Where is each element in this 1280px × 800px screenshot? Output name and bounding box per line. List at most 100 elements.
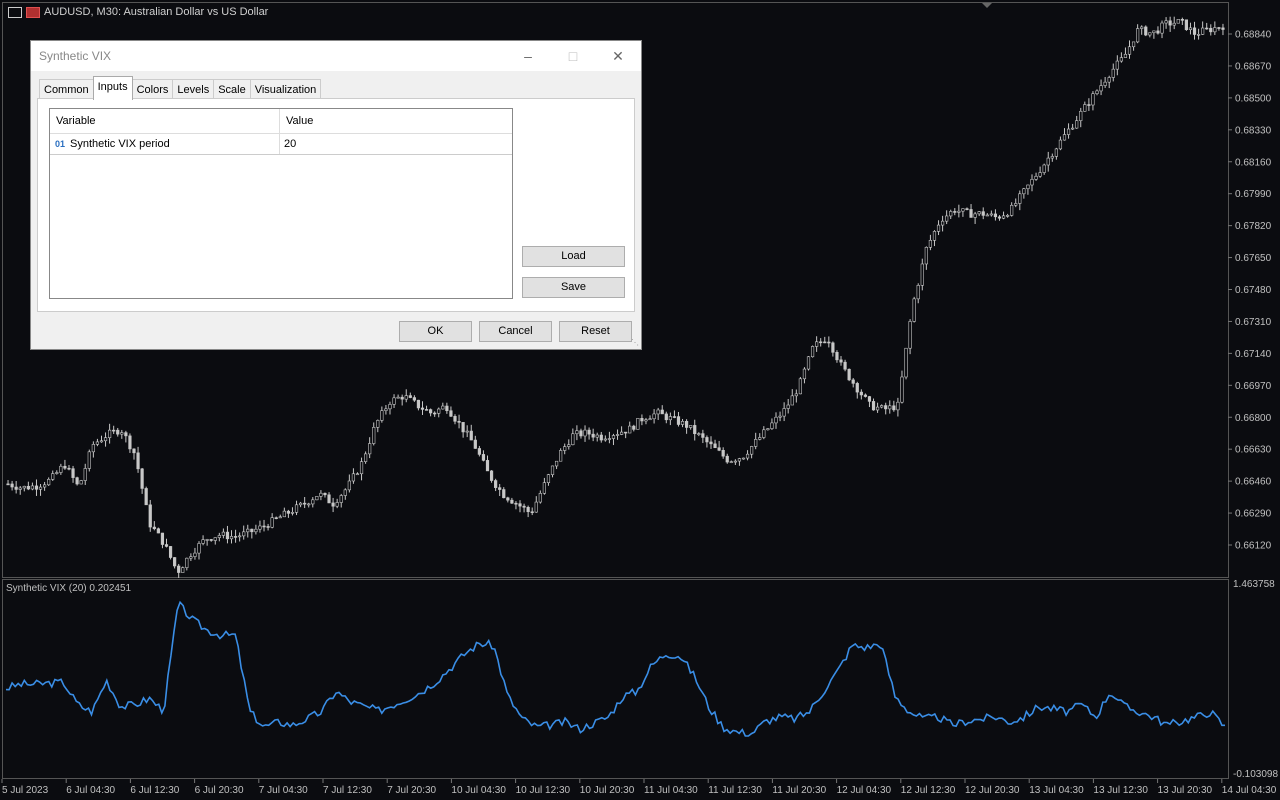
candle-body <box>591 433 595 438</box>
candle-body <box>71 468 75 478</box>
candle-body <box>733 460 737 463</box>
candle-body <box>250 528 254 533</box>
dialog-titlebar[interactable]: Synthetic VIX – □ ✕ <box>31 41 641 71</box>
candle-body <box>189 556 193 559</box>
chart-header: AUDUSD, M30: Australian Dollar vs US Dol… <box>8 6 268 18</box>
candle-body <box>201 539 205 544</box>
column-header-variable[interactable]: Variable <box>50 109 280 133</box>
candle-body <box>355 473 360 476</box>
candle-body <box>1119 57 1123 62</box>
candle-body <box>359 461 364 475</box>
candle-body <box>238 535 242 538</box>
candle-body <box>506 497 510 501</box>
candle-body <box>717 447 721 451</box>
candle-body <box>1103 81 1107 86</box>
candle-body <box>709 441 713 445</box>
candle-body <box>160 532 165 545</box>
candle-body <box>668 416 672 421</box>
candle-body <box>6 483 10 486</box>
candle-body <box>819 341 823 344</box>
candle-body <box>384 408 388 411</box>
candle-body <box>762 429 766 438</box>
column-header-value[interactable]: Value <box>286 115 314 127</box>
candle-body <box>112 429 116 432</box>
close-icon[interactable]: ✕ <box>612 48 624 64</box>
tab-colors[interactable]: Colors <box>131 79 174 100</box>
candle-body <box>725 455 729 463</box>
price-tick-label: 0.68160 <box>1235 157 1272 168</box>
candle-body <box>47 479 51 486</box>
flag-icon <box>26 6 40 18</box>
candle-body <box>55 472 59 474</box>
candle-body <box>1071 127 1075 130</box>
tab-scale[interactable]: Scale <box>213 79 251 100</box>
tab-common[interactable]: Common <box>39 79 94 100</box>
ok-button[interactable]: OK <box>399 321 472 342</box>
candle-body <box>274 517 278 519</box>
candle-body <box>977 211 981 215</box>
candle-body <box>1010 204 1014 216</box>
tab-visualization[interactable]: Visualization <box>249 79 322 100</box>
tab-levels[interactable]: Levels <box>172 79 215 100</box>
candle-body <box>408 395 412 398</box>
candle-body <box>502 489 506 499</box>
candle-body <box>713 443 717 449</box>
candle-body <box>1046 157 1050 166</box>
candle-body <box>254 528 258 533</box>
candle-body <box>855 383 859 393</box>
candle-body <box>1099 85 1103 92</box>
candle-body <box>205 539 209 541</box>
candle-body <box>1001 215 1006 219</box>
variable-name: Synthetic VIX period <box>70 138 170 150</box>
candle-body <box>347 480 351 491</box>
candle-body <box>1164 20 1168 24</box>
candle-body <box>1205 27 1209 30</box>
candle-body <box>331 502 335 507</box>
candle-body <box>1018 193 1022 204</box>
resize-grip-icon[interactable]: ⋱ <box>631 338 639 347</box>
candle-body <box>453 416 457 422</box>
candle-body <box>965 208 969 210</box>
chart-menu-icon[interactable] <box>8 6 22 18</box>
candle-body <box>34 485 39 490</box>
candle-body <box>278 516 282 519</box>
candle-body <box>30 485 35 490</box>
reset-button[interactable]: Reset <box>559 321 632 342</box>
candle-body <box>485 460 490 472</box>
candle-body <box>953 211 957 213</box>
candle-body <box>473 439 477 449</box>
candle-body <box>554 460 559 467</box>
candle-body <box>758 437 762 440</box>
candle-body <box>1066 128 1071 135</box>
candle-body <box>920 263 924 286</box>
value-cell[interactable]: 20 <box>284 138 297 150</box>
table-header: Variable Value <box>50 109 512 134</box>
candle-body <box>774 416 778 424</box>
candle-body <box>810 346 815 358</box>
load-button[interactable]: Load <box>522 246 625 267</box>
cancel-button[interactable]: Cancel <box>479 321 552 342</box>
candle-body <box>132 448 136 454</box>
candle-body <box>1168 20 1172 26</box>
candle-body <box>806 356 811 370</box>
candle-body <box>904 347 908 378</box>
candle-body <box>63 465 67 469</box>
table-row[interactable]: 01 Synthetic VIX period 20 <box>50 134 512 155</box>
candle-body <box>802 368 807 380</box>
tab-inputs[interactable]: Inputs <box>92 76 133 100</box>
candle-body <box>672 416 677 418</box>
candle-body <box>932 231 937 241</box>
candle-body <box>266 526 270 528</box>
candle-body <box>794 393 798 397</box>
candle-body <box>530 511 534 514</box>
price-tick-label: 0.67140 <box>1235 349 1272 360</box>
candle-body <box>969 209 973 218</box>
candle-body <box>376 420 380 428</box>
minimize-icon[interactable]: – <box>524 48 532 64</box>
candle-body <box>43 484 47 488</box>
candle-body <box>193 552 197 557</box>
candle-body <box>526 506 530 513</box>
save-button[interactable]: Save <box>522 277 625 298</box>
candle-body <box>701 433 705 438</box>
